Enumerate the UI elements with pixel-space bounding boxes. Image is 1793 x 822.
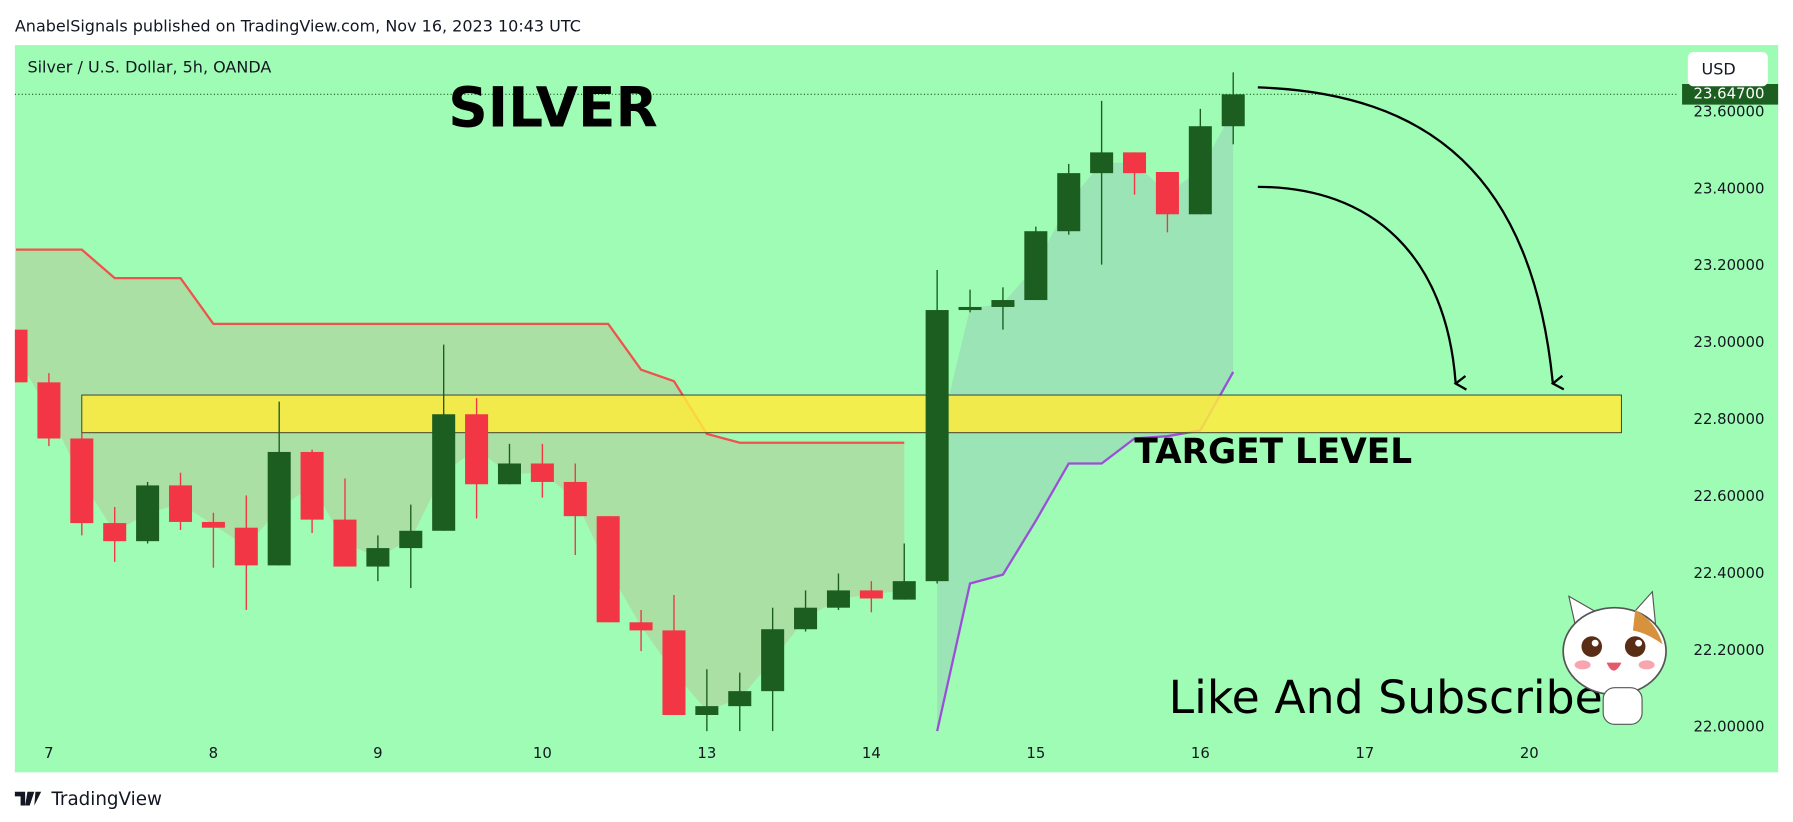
target-zone (81, 394, 1622, 434)
last-price-tag (1682, 84, 1779, 105)
candle-body (1221, 94, 1245, 127)
candle-body (596, 516, 620, 623)
candle-body (234, 527, 258, 566)
candle-body (267, 451, 291, 566)
x-tick-label: 13 (697, 744, 716, 762)
candle-body (333, 519, 357, 567)
candle-body (366, 548, 390, 567)
candle-body (103, 523, 127, 542)
x-tick-label: 20 (1520, 744, 1539, 762)
y-tick-label: 22.40000 (1694, 564, 1765, 582)
candle-body (794, 607, 818, 630)
candle-body (201, 521, 225, 528)
candle-body (563, 481, 587, 517)
y-tick-label: 23.00000 (1694, 333, 1765, 351)
trend-fill (16, 249, 905, 711)
annotation: Like And Subscribe (1169, 671, 1603, 724)
candle-body (925, 310, 949, 582)
x-tick-label: 17 (1355, 744, 1374, 762)
candle-body (1090, 152, 1114, 174)
x-tick-label: 14 (862, 744, 881, 762)
x-tick-label: 15 (1026, 744, 1045, 762)
candle-body (168, 485, 193, 522)
x-tick-label: 16 (1191, 744, 1210, 762)
target-label: TARGET LEVEL (1134, 432, 1412, 472)
candle-body (432, 414, 456, 531)
candle-body (136, 485, 160, 542)
candle-body (761, 629, 785, 692)
x-tick-label: 7 (44, 744, 53, 762)
annotation: SILVER (448, 76, 658, 140)
arrow (1257, 86, 1565, 391)
candle-body (1155, 171, 1179, 215)
publish-info: AnabelSignals published on TradingView.c… (15, 16, 581, 35)
candle-body (892, 581, 916, 600)
cat-sticker (1562, 590, 1667, 725)
x-tick-label: 10 (533, 744, 552, 762)
trend-line (16, 248, 905, 444)
y-tick-label: 23.60000 (1694, 102, 1765, 120)
last-price-label: 23.64700 (1694, 84, 1765, 102)
trend-line (936, 371, 1235, 732)
candle-body (70, 438, 94, 524)
x-tick-label: 9 (373, 744, 382, 762)
footer: TradingView (14, 789, 162, 810)
candle-body (958, 306, 982, 311)
plot (14, 72, 1679, 732)
candle-body (14, 329, 28, 383)
candle-body (728, 691, 752, 707)
candle-body (399, 530, 423, 549)
y-tick-label: 22.20000 (1694, 641, 1765, 659)
candle-body (662, 630, 686, 715)
candle-body (300, 451, 324, 520)
candle-body (826, 590, 850, 608)
candle-body (991, 300, 1015, 307)
currency-button[interactable] (1687, 51, 1768, 87)
candle-body (1057, 173, 1081, 232)
candle-body (465, 414, 489, 485)
y-tick-label: 23.40000 (1694, 179, 1765, 197)
candle-body (1024, 231, 1048, 301)
candle-body (37, 382, 61, 439)
brand: TradingView (50, 789, 162, 810)
candle-body (1123, 152, 1147, 174)
candle-body (629, 622, 653, 631)
arrow (1257, 185, 1467, 391)
x-tick-label: 8 (209, 744, 218, 762)
y-tick-label: 22.00000 (1694, 718, 1765, 736)
candle-body (530, 463, 554, 482)
y-tick-label: 23.20000 (1694, 256, 1765, 274)
candle-body (859, 590, 883, 599)
symbol-title: Silver / U.S. Dollar, 5h, OANDA (27, 57, 271, 76)
candle-body (1188, 126, 1212, 215)
y-tick-label: 22.80000 (1694, 410, 1765, 428)
y-tick-label: 22.60000 (1694, 487, 1765, 505)
candle-body (695, 706, 719, 715)
candle-body (497, 463, 521, 485)
currency-label[interactable]: USD (1702, 60, 1736, 79)
